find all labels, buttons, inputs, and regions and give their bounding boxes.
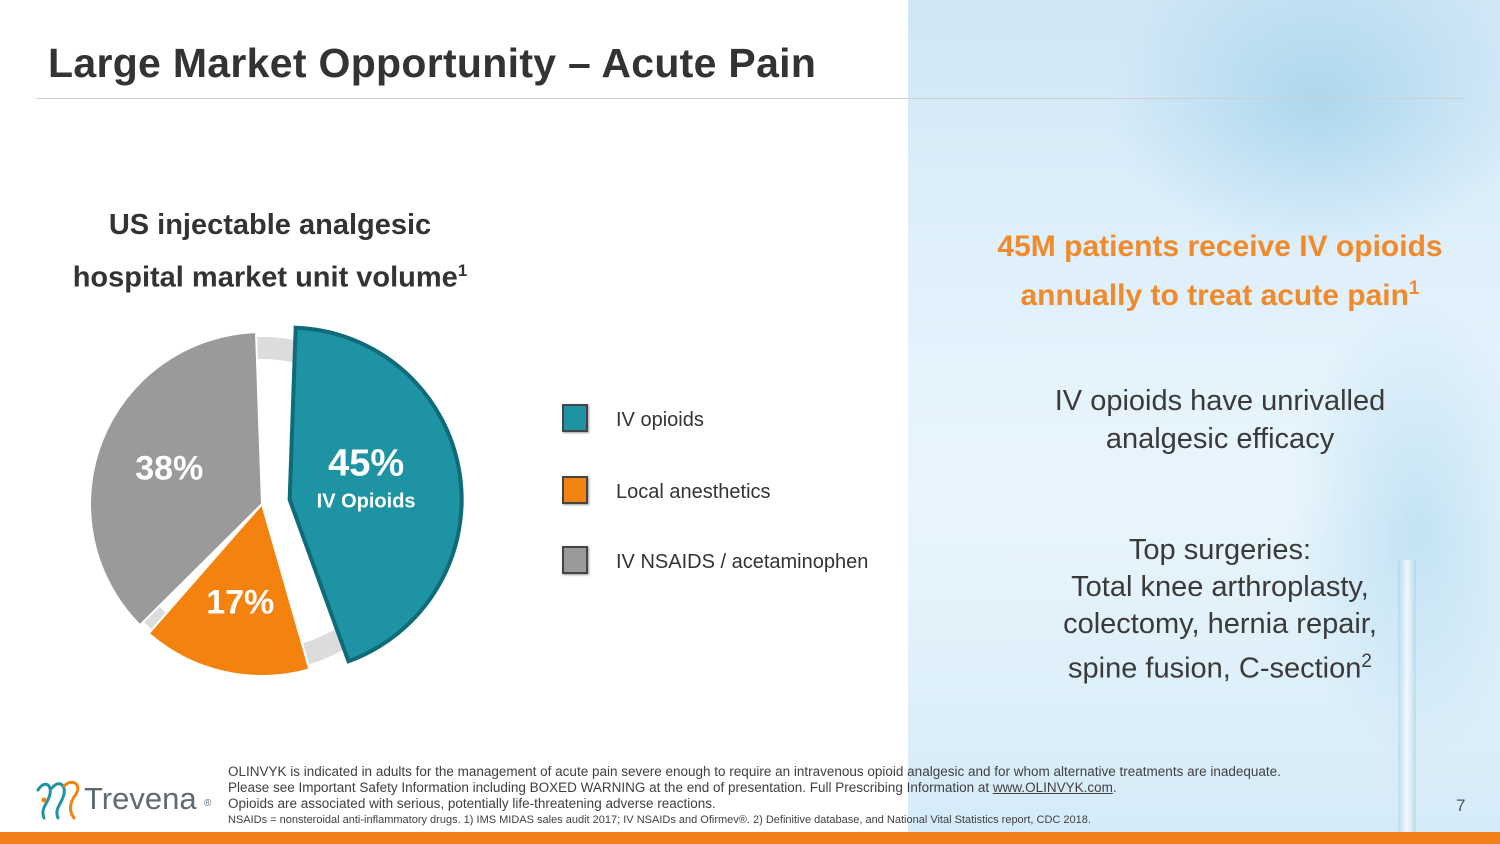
- legend-swatch-iv-nsaids: [562, 546, 588, 574]
- pie-label-3: 38%: [135, 449, 203, 487]
- legend-swatch-local-anesthetics: [562, 476, 588, 504]
- surgeries-line1: Total knee arthroplasty,: [1071, 571, 1369, 603]
- trevena-logo-mark-icon: [36, 780, 80, 820]
- efficacy-line2: analgesic efficacy: [1105, 423, 1335, 455]
- footnote-adverse: Opioids are associated with serious, pot…: [228, 796, 716, 811]
- surgeries-footnote-ref: 2: [1361, 651, 1372, 672]
- trevena-wordmark: Trevena: [84, 781, 197, 816]
- chart-title-line1: US injectable analgesic: [108, 209, 432, 241]
- callout-line2: annually to treat acute pain: [1020, 279, 1409, 312]
- pie-chart: 45% IV Opioids 17% 38%: [89, 325, 464, 677]
- legend-item-iv-opioids: IV opioids: [562, 404, 922, 436]
- legend-item-local-anesthetics: Local anesthetics: [562, 476, 922, 508]
- footnote-safety: Please see Important Safety Information …: [228, 780, 1438, 796]
- chart-title: US injectable analgesic hospital market …: [40, 202, 500, 301]
- footnote-safety-text: Please see Important Safety Information …: [228, 780, 993, 795]
- legend-label-iv-nsaids: IV NSAIDS / acetaminophen: [616, 551, 869, 573]
- legend-swatch-iv-opioids: [562, 404, 588, 432]
- olinvyk-link[interactable]: www.OLINVYK.com: [992, 780, 1113, 795]
- footnote-references: NSAIDs = nonsteroidal anti-inflammatory …: [228, 814, 1091, 826]
- surgeries-line2: colectomy, hernia repair,: [1063, 608, 1377, 640]
- footnote-safety-end: .: [1112, 780, 1117, 795]
- bottom-accent-bar: [0, 832, 1500, 844]
- pie-slice-local-anesthetics: [147, 501, 311, 677]
- pie-label-1: 45%: [328, 443, 404, 485]
- trevena-logo: Trevena ®: [34, 778, 224, 822]
- surgeries-heading: Top surgeries:: [1128, 534, 1312, 566]
- pie-label-2: 17%: [206, 583, 274, 621]
- top-surgeries: Top surgeries: Total knee arthroplasty, …: [1000, 532, 1440, 688]
- footnote-indication: OLINVYK is indicated in adults for the m…: [228, 764, 1281, 779]
- footnotes: OLINVYK is indicated in adults for the m…: [228, 764, 1438, 828]
- patients-callout: 45M patients receive IV opioids annually…: [940, 226, 1500, 317]
- trevena-registered-mark: ®: [204, 798, 212, 809]
- chart-title-footnote-ref: 1: [457, 261, 468, 280]
- efficacy-line1: IV opioids have unrivalled: [1054, 385, 1386, 417]
- pie-slice-iv-opioids: [287, 325, 464, 664]
- callout-footnote-ref: 1: [1408, 278, 1420, 299]
- page-number: 7: [1456, 796, 1466, 815]
- iv-bag-background-image: [908, 0, 1500, 832]
- surgeries-line3: spine fusion, C-section: [1068, 652, 1362, 685]
- title-divider: [36, 98, 1464, 99]
- legend-label-iv-opioids: IV opioids: [616, 409, 704, 431]
- slide-title: Large Market Opportunity – Acute Pain: [48, 40, 817, 86]
- callout-line1: 45M patients receive IV opioids: [997, 230, 1443, 263]
- pie-slice-iv-nsaids-acetaminophen: [89, 331, 264, 627]
- pie-sublabel-iv-opioids: IV Opioids: [317, 491, 416, 513]
- efficacy-statement: IV opioids have unrivalled analgesic eff…: [1000, 382, 1440, 458]
- legend-item-iv-nsaids: IV NSAIDS / acetaminophen: [562, 546, 922, 578]
- legend-label-local-anesthetics: Local anesthetics: [616, 481, 771, 503]
- chart-title-line2: hospital market unit volume: [72, 261, 458, 294]
